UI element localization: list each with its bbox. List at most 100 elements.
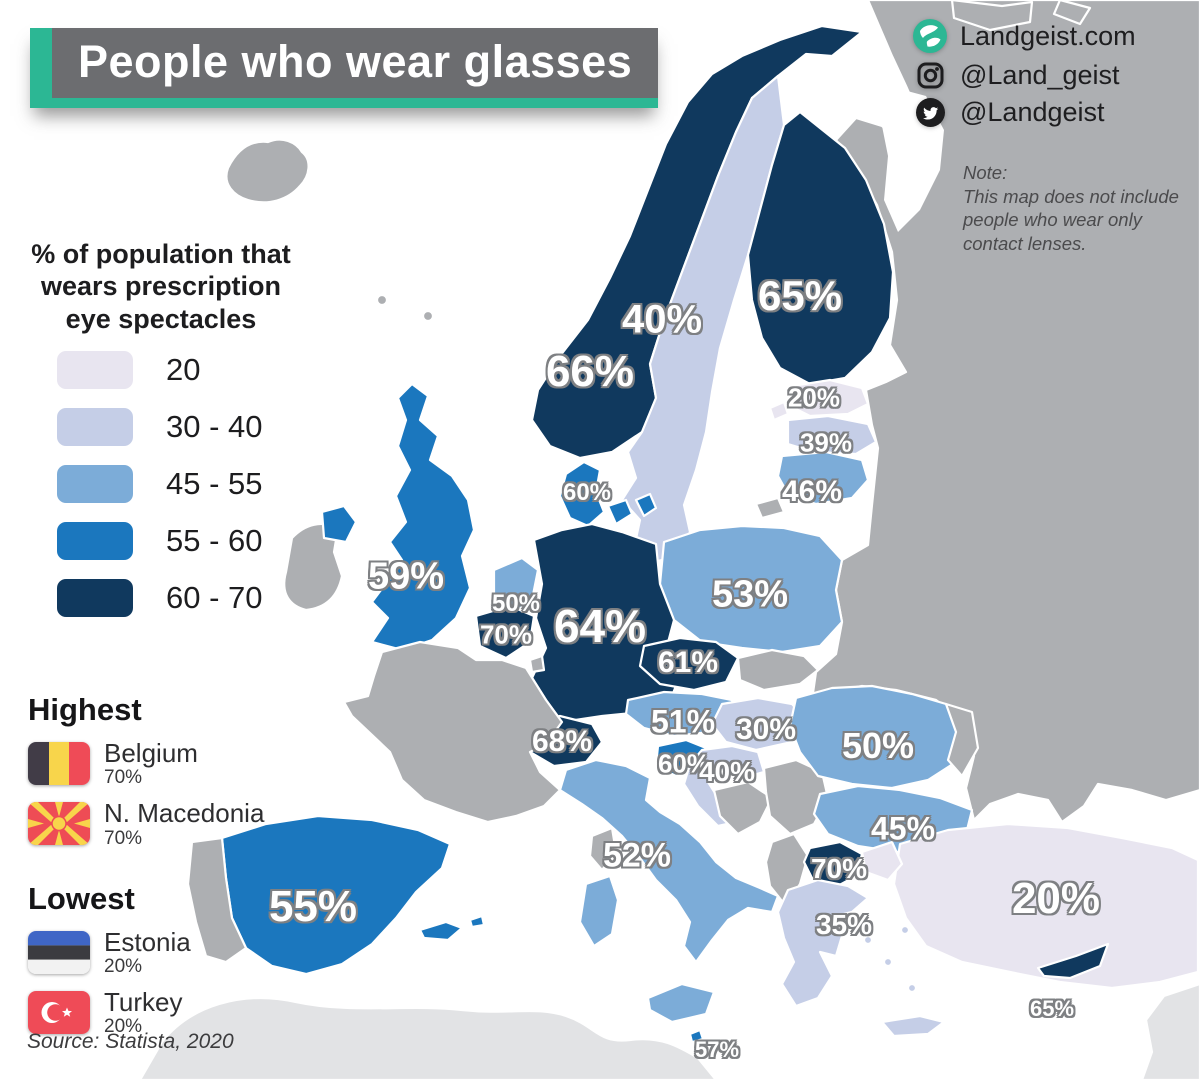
lowest-country-2: Turkey	[104, 986, 183, 1017]
country-italy	[558, 758, 780, 964]
aegean-island	[899, 924, 911, 936]
lowest-heading: Lowest	[28, 880, 135, 916]
legend-swatch	[57, 351, 133, 390]
banner-accent-bar	[30, 28, 52, 98]
turkey-flag	[28, 990, 90, 1034]
twitter-handle: @Landgeist	[960, 97, 1105, 127]
country-turkey	[892, 822, 1200, 990]
highest-heading: Highest	[28, 692, 142, 727]
lowest-country-1: Estonia	[104, 926, 191, 957]
country-hungary	[710, 696, 810, 752]
legend-item: 30 - 40	[57, 408, 312, 447]
highest-value-1: 70%	[104, 767, 143, 789]
island-sicily	[646, 982, 716, 1024]
country-france	[342, 640, 564, 824]
page-title: People who wear glasses	[78, 36, 633, 87]
country-bosnia	[712, 780, 774, 836]
islands-balearic-2	[468, 914, 486, 929]
lowest-entry-turkey: Turkey 20%	[28, 986, 288, 1038]
region-north-africa	[138, 996, 718, 1080]
aegean-island	[906, 982, 918, 994]
country-moldova	[944, 702, 980, 778]
title-banner: People who wear glasses	[30, 28, 658, 108]
country-poland	[658, 524, 844, 654]
country-turkey-thrace	[860, 840, 904, 882]
highest-country-1: Belgium	[104, 738, 198, 768]
website-row[interactable]: Landgeist.com	[912, 18, 1136, 54]
country-denmark	[558, 460, 606, 528]
lowest-value-1: 20%	[104, 955, 143, 977]
aegean-island	[882, 956, 894, 968]
country-uk	[370, 382, 476, 652]
legend-label: 55 - 60	[166, 523, 263, 559]
country-lithuania	[776, 450, 870, 506]
country-north-macedonia	[802, 840, 864, 890]
legend-label: 20	[166, 352, 201, 388]
country-luxembourg	[528, 654, 546, 674]
legend-title-line: % of population that	[31, 239, 291, 269]
legend-title-line: eye spectacles	[65, 303, 257, 334]
legend-swatch	[57, 465, 133, 504]
aegean-island	[862, 934, 874, 946]
country-belgium	[474, 604, 536, 660]
highest-entry-north-macedonia: N. Macedonia 70%	[28, 798, 288, 849]
highest-value-2: 70%	[104, 827, 143, 849]
note-heading: Note:	[963, 162, 1008, 183]
note-block: Note: This map does not include people w…	[963, 161, 1200, 256]
website-label: Landgeist.com	[960, 20, 1136, 51]
region-middle-east	[1140, 982, 1200, 1080]
shetland-islands	[421, 309, 435, 323]
country-greece	[776, 878, 870, 1008]
legend-swatch	[57, 522, 133, 561]
country-serbia	[762, 758, 830, 836]
country-czechia	[638, 636, 740, 692]
lowest-value-2: 20%	[104, 1016, 143, 1038]
island-crete	[880, 1014, 946, 1038]
legend-rows: 20 30 - 40 45 - 55 55 - 60 60 - 70	[10, 351, 312, 618]
faroe-islands	[375, 293, 389, 307]
country-denmark-islands-2	[634, 492, 658, 518]
legend-label: 30 - 40	[166, 409, 263, 445]
island-sardinia	[578, 874, 620, 948]
country-romania	[788, 684, 966, 790]
country-portugal	[186, 836, 248, 964]
legend-swatch	[57, 408, 133, 447]
country-uk-northern-ireland	[320, 504, 358, 544]
twitter-row[interactable]: @Landgeist	[912, 97, 1136, 128]
legend-item: 20	[57, 351, 312, 390]
landgeist-globe-icon	[912, 18, 948, 54]
instagram-icon	[912, 61, 948, 90]
island-corsica	[588, 826, 618, 872]
estonia-flag	[28, 930, 90, 974]
country-finland	[746, 110, 895, 386]
source-note: Source: Statista, 2020	[27, 1030, 234, 1053]
highest-entry-belgium: Belgium 70%	[28, 738, 288, 789]
country-malta	[688, 1028, 705, 1044]
banner-background: People who wear glasses	[52, 28, 658, 98]
legend-label: 45 - 55	[166, 466, 263, 502]
country-denmark-islands	[606, 498, 634, 526]
instagram-handle: @Land_geist	[960, 60, 1120, 90]
islands-balearic	[418, 920, 464, 942]
country-estonia-islands	[768, 400, 790, 422]
legend-label: 60 - 70	[166, 580, 263, 616]
country-netherlands	[492, 556, 540, 616]
legend-title: % of population that wears prescription ey…	[10, 238, 312, 335]
lowest-entry-estonia: Estonia 20%	[28, 926, 288, 978]
legend-item: 55 - 60	[57, 522, 312, 561]
legend-item: 45 - 55	[57, 465, 312, 504]
legend: % of population that wears prescription ey…	[10, 238, 312, 636]
country-ireland	[283, 522, 344, 612]
region-arctic-islands-2	[1052, 0, 1092, 26]
legend-item: 60 - 70	[57, 579, 312, 618]
north-macedonia-flag	[28, 802, 90, 846]
note-body: This map does not include people who wea…	[963, 185, 1179, 255]
country-cyprus	[1036, 942, 1110, 980]
instagram-row[interactable]: @Land_geist	[912, 60, 1136, 91]
belgium-flag	[28, 742, 90, 785]
country-latvia	[786, 414, 878, 456]
legend-title-line: wears prescription	[40, 271, 282, 302]
highest-country-2: N. Macedonia	[104, 798, 265, 829]
branding-block: Landgeist.com @Land_geist @Landgeist	[912, 18, 1136, 134]
